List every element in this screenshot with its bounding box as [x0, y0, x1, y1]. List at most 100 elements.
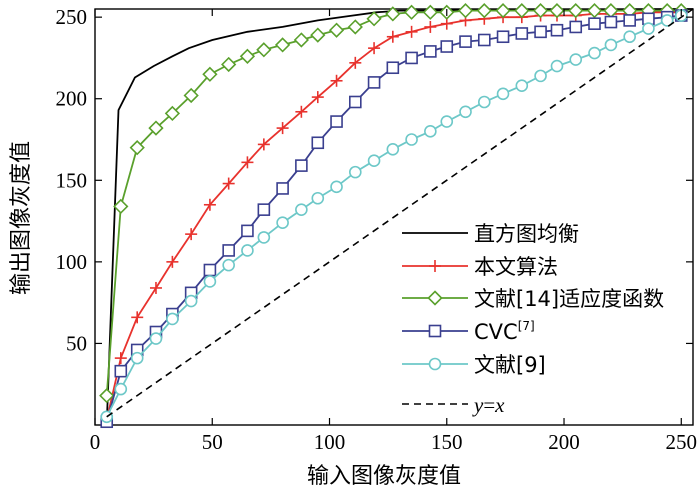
marker-diamond	[403, 4, 420, 20]
marker-square	[276, 182, 289, 195]
marker-diamond	[549, 3, 565, 19]
marker-diamond	[310, 27, 326, 43]
marker-diamond	[164, 105, 181, 122]
marker-diamond	[514, 3, 530, 19]
marker-square	[349, 95, 362, 109]
marker-circle	[660, 14, 674, 27]
marker-diamond	[99, 388, 115, 404]
y-tick-label: 100	[56, 250, 88, 274]
marker-circle	[367, 154, 381, 168]
marker-circle	[203, 275, 217, 288]
marker-diamond	[328, 22, 345, 38]
marker-plus	[185, 228, 198, 241]
marker-circle	[588, 46, 601, 60]
marker-diamond	[427, 290, 443, 306]
marker-plus	[241, 156, 254, 169]
marker-circle	[642, 22, 655, 35]
series-layer	[99, 3, 694, 429]
marker-diamond	[347, 19, 363, 35]
marker-diamond	[202, 66, 218, 82]
marker-circle	[604, 38, 618, 52]
marker-circle	[184, 294, 198, 308]
marker-plus	[429, 260, 441, 272]
marker-square	[604, 15, 618, 29]
legend-item: 文献[14]适应度函数	[402, 287, 664, 311]
series-5	[106, 8, 694, 418]
marker-circle	[114, 382, 128, 396]
marker-diamond	[113, 198, 129, 215]
x-tick-label: 0	[90, 430, 101, 454]
marker-diamond	[221, 56, 237, 73]
y-tick-label: 50	[66, 331, 87, 355]
marker-square	[569, 20, 583, 34]
marker-plus	[386, 30, 399, 43]
marker-plus	[203, 198, 216, 211]
marker-plus	[330, 74, 343, 87]
marker-square	[515, 27, 529, 40]
marker-plus	[311, 91, 324, 104]
marker-square	[496, 30, 510, 44]
y-tick-label: 200	[56, 87, 88, 111]
marker-circle	[515, 79, 529, 92]
legend-item: y=x	[402, 393, 505, 417]
marker-circle	[276, 216, 289, 230]
marker-square	[241, 224, 254, 238]
marker-diamond	[239, 48, 256, 64]
marker-circle	[257, 231, 271, 244]
marker-circle	[496, 87, 510, 101]
marker-square	[534, 25, 547, 39]
x-axis-title: 输入图像灰度值	[307, 464, 461, 489]
marker-plus	[114, 352, 127, 365]
marker-square	[386, 61, 400, 75]
legend-label: 本文算法	[474, 255, 558, 279]
marker-square	[330, 115, 343, 128]
marker-diamond	[366, 11, 382, 27]
marker-plus	[131, 311, 144, 324]
marker-plus	[368, 42, 381, 55]
marker-diamond	[495, 3, 511, 19]
marker-plus	[166, 255, 179, 268]
marker-square	[114, 364, 128, 378]
marker-plus	[405, 25, 418, 38]
marker-diamond	[532, 3, 549, 19]
marker-diamond	[148, 120, 164, 136]
series-4	[100, 9, 688, 424]
legend-label: y=x	[472, 393, 505, 417]
series-line	[105, 14, 682, 422]
marker-circle	[569, 53, 583, 66]
marker-square	[428, 324, 442, 338]
y-tick-labels: 50 100 150 200 250	[56, 5, 88, 355]
marker-diamond	[385, 6, 401, 22]
marker-circle	[477, 95, 491, 109]
marker-plus	[149, 281, 162, 294]
marker-square	[203, 263, 217, 277]
plot-area	[94, 3, 694, 429]
series-line	[106, 8, 694, 418]
marker-square	[623, 14, 636, 27]
y-tick-label: 150	[56, 168, 88, 192]
legend-label: 直方图均衡	[474, 222, 579, 246]
marker-circle	[459, 105, 472, 119]
marker-diamond	[422, 4, 438, 20]
marker-circle	[424, 125, 437, 138]
series-line	[105, 8, 694, 426]
series-0	[105, 8, 694, 426]
marker-square	[477, 33, 491, 47]
legend-label: 文献[14]适应度函数	[474, 287, 664, 311]
marker-circle	[534, 69, 547, 83]
marker-diamond	[586, 3, 603, 19]
marker-circle	[330, 180, 343, 194]
marker-circle	[166, 312, 179, 326]
marker-square	[367, 76, 381, 89]
x-tick-label: 150	[431, 430, 463, 454]
marker-circle	[100, 410, 114, 424]
x-tick-label: 250	[666, 430, 698, 454]
marker-circle	[295, 203, 308, 216]
marker-square	[440, 40, 454, 53]
marker-circle	[386, 142, 400, 156]
marker-square	[222, 244, 235, 257]
marker-circle	[405, 133, 418, 146]
marker-circle	[241, 244, 254, 257]
